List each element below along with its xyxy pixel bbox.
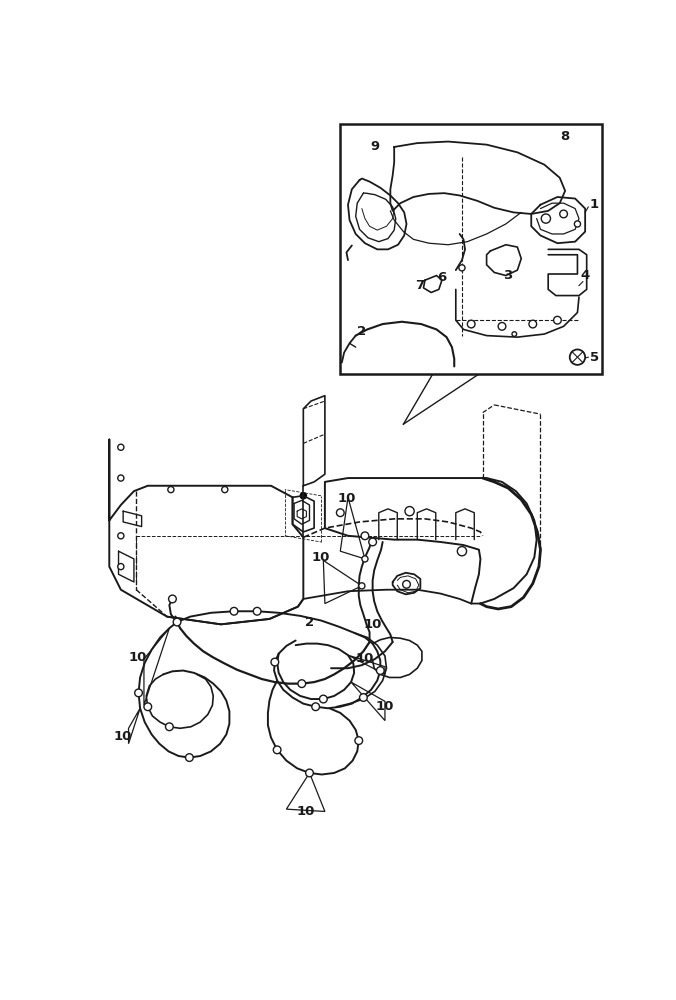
Circle shape — [458, 547, 466, 556]
Circle shape — [362, 556, 368, 562]
Circle shape — [320, 695, 327, 703]
Circle shape — [541, 214, 550, 223]
Circle shape — [168, 595, 176, 603]
Circle shape — [144, 703, 151, 711]
Circle shape — [359, 583, 365, 589]
Circle shape — [467, 320, 475, 328]
Text: 2: 2 — [358, 325, 366, 338]
Text: 2: 2 — [305, 616, 314, 629]
Circle shape — [431, 282, 435, 286]
Circle shape — [135, 689, 143, 697]
Circle shape — [572, 352, 583, 363]
Circle shape — [575, 221, 581, 227]
Circle shape — [185, 754, 193, 761]
Circle shape — [300, 493, 306, 499]
Circle shape — [118, 444, 124, 450]
Circle shape — [529, 320, 537, 328]
Text: 1: 1 — [590, 198, 599, 211]
Text: 3: 3 — [504, 269, 513, 282]
Circle shape — [298, 680, 306, 687]
Circle shape — [377, 667, 384, 674]
Text: 6: 6 — [437, 271, 447, 284]
Circle shape — [498, 323, 506, 330]
Text: 10: 10 — [376, 700, 394, 713]
Circle shape — [459, 265, 465, 271]
Circle shape — [118, 533, 124, 539]
Text: 9: 9 — [370, 140, 379, 153]
Circle shape — [168, 487, 174, 493]
Circle shape — [173, 618, 181, 626]
Circle shape — [273, 746, 281, 754]
Circle shape — [306, 769, 314, 777]
Circle shape — [503, 258, 509, 264]
Circle shape — [361, 532, 369, 540]
Text: 10: 10 — [337, 492, 356, 505]
Circle shape — [385, 148, 393, 156]
Text: 10: 10 — [312, 551, 331, 564]
Circle shape — [312, 703, 320, 711]
Text: 10: 10 — [364, 618, 382, 631]
Text: 10: 10 — [128, 651, 147, 664]
Bar — [340, 124, 602, 374]
Circle shape — [254, 607, 261, 615]
Text: 7: 7 — [415, 279, 424, 292]
Circle shape — [355, 737, 362, 744]
Circle shape — [570, 349, 585, 365]
Circle shape — [362, 533, 368, 539]
Text: 4: 4 — [581, 269, 589, 282]
Circle shape — [369, 538, 377, 546]
Circle shape — [231, 607, 238, 615]
Text: 10: 10 — [356, 652, 374, 666]
Circle shape — [403, 580, 410, 588]
Text: 5: 5 — [590, 351, 599, 364]
Text: 10: 10 — [297, 805, 315, 818]
Text: 10: 10 — [114, 730, 132, 742]
Circle shape — [166, 723, 173, 731]
Circle shape — [337, 509, 344, 517]
Circle shape — [118, 564, 124, 570]
Circle shape — [222, 487, 228, 493]
Circle shape — [118, 475, 124, 481]
Circle shape — [360, 694, 367, 701]
Circle shape — [271, 658, 279, 666]
Circle shape — [405, 507, 414, 516]
Circle shape — [554, 316, 561, 324]
Text: 8: 8 — [560, 130, 570, 143]
Circle shape — [560, 210, 567, 218]
Circle shape — [512, 332, 516, 336]
